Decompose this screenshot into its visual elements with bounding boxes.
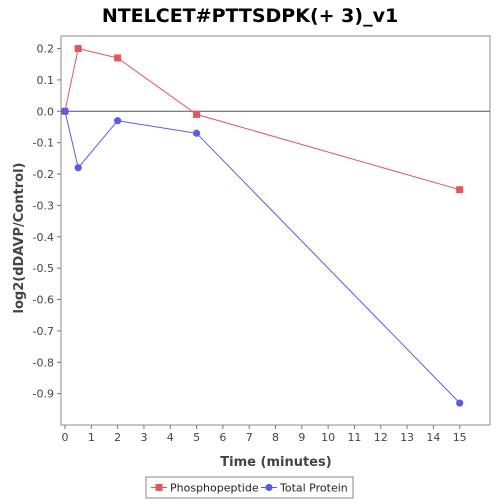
y-tick-label: -0.3 xyxy=(33,199,54,212)
data-point xyxy=(193,110,201,118)
legend-label: Phosphopeptide xyxy=(170,482,259,495)
y-axis-label: log2(dDAVP/Control) xyxy=(12,163,27,314)
legend: Phosphopeptide Total Protein xyxy=(145,476,354,499)
x-tick-label: 10 xyxy=(321,431,335,444)
plot-area: 0.2 0.1 0.0 -0.1 -0.2 -0.3 -0.4 -0.5 -0.6 -0.7 -0.… xyxy=(33,35,491,444)
x-tick-label: 7 xyxy=(246,431,253,444)
x-tick-label: 11 xyxy=(347,431,361,444)
x-tick-label: 3 xyxy=(140,431,147,444)
y-tick-label: -0.5 xyxy=(33,262,54,275)
data-point xyxy=(114,54,122,62)
x-tick-label: 15 xyxy=(453,431,467,444)
y-tick-label: -0.7 xyxy=(33,325,54,338)
legend-label: Total Protein xyxy=(279,482,348,495)
x-tick-label: 13 xyxy=(400,431,414,444)
y-tick-label: -0.1 xyxy=(33,137,54,150)
x-tick-label: 1 xyxy=(88,431,95,444)
x-tick-label: 12 xyxy=(374,431,388,444)
x-tick-label: 4 xyxy=(167,431,174,444)
x-tick-label: 2 xyxy=(114,431,121,444)
x-tick-label: 0 xyxy=(62,431,69,444)
chart-title: NTELCET#PTTSDPK(+ 3)_v1 xyxy=(102,5,398,27)
plot-frame xyxy=(60,35,491,426)
data-point xyxy=(74,45,82,53)
legend-box xyxy=(145,476,354,499)
y-tick-label: -0.2 xyxy=(33,168,54,181)
y-tick-label: 0.1 xyxy=(37,74,55,87)
y-tick-label: -0.4 xyxy=(33,231,54,244)
y-tick-label: -0.6 xyxy=(33,294,54,307)
data-point xyxy=(456,399,464,407)
x-tick-label: 6 xyxy=(219,431,226,444)
legend-marker xyxy=(265,483,273,492)
x-tick-label: 14 xyxy=(426,431,440,444)
legend-marker xyxy=(155,484,163,491)
y-tick-label: 0.0 xyxy=(37,105,55,118)
data-point xyxy=(114,117,122,125)
y-tick-label: -0.8 xyxy=(33,356,54,369)
data-point xyxy=(74,164,82,172)
x-tick-label: 8 xyxy=(272,431,279,444)
data-point xyxy=(192,129,201,137)
y-tick-label: -0.9 xyxy=(33,388,54,401)
data-point xyxy=(61,107,69,115)
x-tick-label: 5 xyxy=(193,431,200,444)
x-axis-label: Time (minutes) xyxy=(220,455,331,470)
data-point xyxy=(456,186,464,194)
x-tick-label: 9 xyxy=(298,431,305,444)
y-tick-label: 0.2 xyxy=(37,43,55,56)
